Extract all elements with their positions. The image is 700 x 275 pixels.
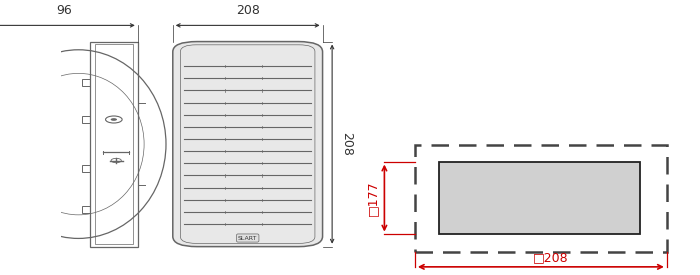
Bar — [83, 79, 90, 86]
Bar — [415, 145, 666, 252]
Bar — [83, 165, 90, 172]
Text: □208: □208 — [533, 252, 568, 265]
Bar — [90, 42, 138, 247]
Bar — [95, 44, 132, 244]
Text: 208: 208 — [236, 4, 260, 17]
Text: □177: □177 — [366, 180, 379, 216]
Circle shape — [111, 118, 117, 121]
Bar — [83, 206, 90, 213]
Bar — [439, 162, 640, 235]
Bar — [83, 116, 90, 123]
Text: SLART: SLART — [238, 235, 258, 241]
Text: 208: 208 — [340, 132, 353, 156]
Text: 96: 96 — [57, 4, 72, 17]
FancyBboxPatch shape — [173, 42, 323, 247]
